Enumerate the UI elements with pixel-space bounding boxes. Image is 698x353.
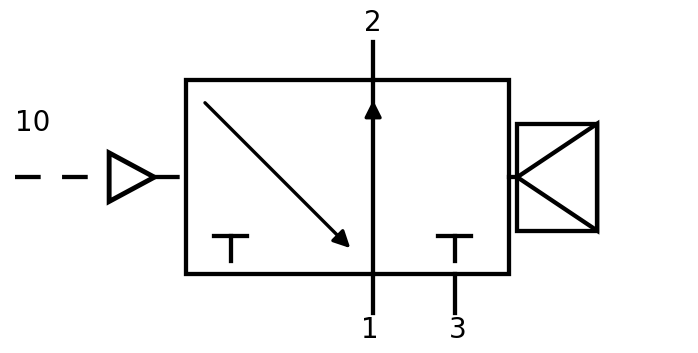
- Text: 3: 3: [450, 316, 467, 344]
- Bar: [517, 124, 597, 231]
- Bar: [186, 80, 509, 274]
- Text: 2: 2: [364, 8, 382, 37]
- Text: 10: 10: [15, 109, 51, 137]
- Text: 1: 1: [361, 316, 378, 344]
